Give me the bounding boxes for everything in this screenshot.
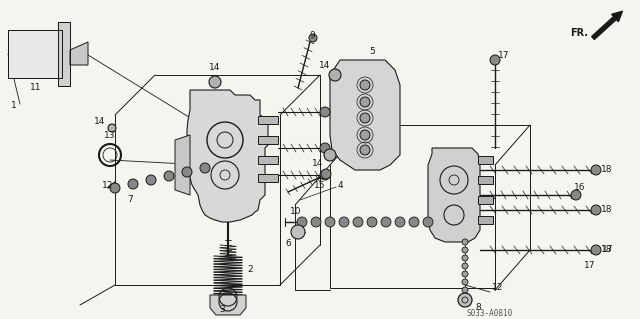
Text: 6: 6	[285, 240, 291, 249]
Polygon shape	[330, 60, 400, 170]
Text: 1: 1	[11, 101, 17, 110]
Circle shape	[458, 293, 472, 307]
Text: 4: 4	[337, 181, 343, 189]
Circle shape	[146, 175, 156, 185]
Circle shape	[360, 130, 370, 140]
Circle shape	[309, 34, 317, 42]
Text: 14: 14	[312, 159, 324, 167]
Text: 17: 17	[499, 50, 509, 60]
Circle shape	[462, 239, 468, 245]
Circle shape	[409, 217, 419, 227]
Circle shape	[462, 255, 468, 261]
Circle shape	[490, 55, 500, 65]
Text: S033-A0810: S033-A0810	[467, 308, 513, 317]
Circle shape	[381, 217, 391, 227]
Bar	[258, 174, 278, 182]
Circle shape	[367, 217, 377, 227]
Bar	[478, 176, 493, 184]
Circle shape	[462, 279, 468, 285]
Circle shape	[360, 113, 370, 123]
Polygon shape	[70, 42, 88, 65]
Circle shape	[209, 76, 221, 88]
Text: 17: 17	[584, 261, 596, 270]
Polygon shape	[210, 295, 246, 315]
Circle shape	[423, 217, 433, 227]
Circle shape	[395, 217, 405, 227]
Circle shape	[591, 205, 601, 215]
Bar	[478, 196, 493, 204]
Circle shape	[462, 263, 468, 269]
Text: 3: 3	[219, 306, 225, 315]
Bar	[258, 136, 278, 144]
Circle shape	[462, 247, 468, 253]
Text: 14: 14	[319, 61, 331, 70]
Bar	[258, 156, 278, 164]
Text: 2: 2	[247, 265, 253, 275]
Circle shape	[353, 217, 363, 227]
Circle shape	[360, 97, 370, 107]
Text: 11: 11	[30, 83, 42, 92]
Polygon shape	[187, 90, 268, 222]
Circle shape	[311, 217, 321, 227]
Circle shape	[200, 163, 210, 173]
Circle shape	[110, 183, 120, 193]
Circle shape	[320, 143, 330, 153]
Circle shape	[320, 170, 330, 180]
Circle shape	[325, 217, 335, 227]
Text: 9: 9	[309, 31, 315, 40]
Text: 17: 17	[602, 246, 614, 255]
Circle shape	[571, 190, 581, 200]
Text: FR.: FR.	[570, 28, 588, 38]
FancyArrow shape	[591, 11, 622, 40]
Text: 15: 15	[314, 181, 326, 189]
Circle shape	[591, 245, 601, 255]
Circle shape	[291, 225, 305, 239]
Circle shape	[164, 171, 174, 181]
Text: 10: 10	[291, 207, 301, 217]
Circle shape	[320, 107, 330, 117]
Circle shape	[128, 179, 138, 189]
Text: 14: 14	[209, 63, 221, 72]
Polygon shape	[8, 30, 62, 78]
Text: 18: 18	[601, 166, 612, 174]
Text: 18: 18	[601, 246, 612, 255]
Circle shape	[182, 167, 192, 177]
Circle shape	[360, 145, 370, 155]
Bar	[478, 156, 493, 164]
Circle shape	[462, 287, 468, 293]
Text: 7: 7	[127, 196, 133, 204]
Polygon shape	[58, 22, 70, 86]
Text: 13: 13	[104, 130, 116, 139]
Circle shape	[324, 149, 336, 161]
Circle shape	[591, 165, 601, 175]
Circle shape	[462, 271, 468, 277]
Bar	[258, 116, 278, 124]
Circle shape	[360, 80, 370, 90]
Text: 12: 12	[102, 181, 114, 189]
Polygon shape	[428, 148, 480, 242]
Circle shape	[108, 124, 116, 132]
Text: 12: 12	[492, 284, 504, 293]
Polygon shape	[175, 135, 190, 195]
Circle shape	[321, 169, 331, 179]
Text: 5: 5	[369, 48, 375, 56]
Circle shape	[339, 217, 349, 227]
Circle shape	[297, 217, 307, 227]
Text: 14: 14	[94, 117, 106, 127]
Text: 16: 16	[574, 182, 586, 191]
Circle shape	[329, 69, 341, 81]
Bar	[478, 216, 493, 224]
Text: 8: 8	[475, 302, 481, 311]
Text: 18: 18	[601, 205, 612, 214]
